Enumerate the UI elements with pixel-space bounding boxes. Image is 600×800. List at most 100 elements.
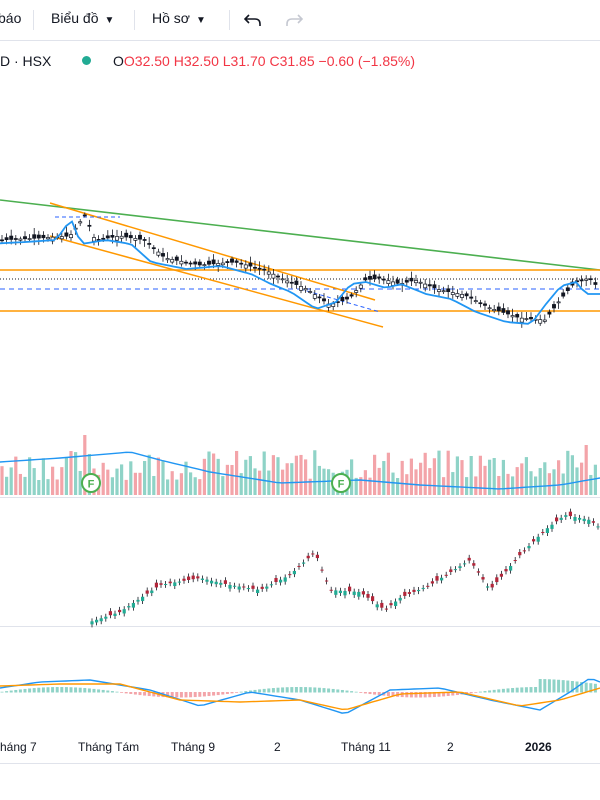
indicator-candle [403, 591, 407, 596]
price-candle [478, 302, 483, 305]
price-candle [197, 261, 202, 266]
macd-bar [561, 680, 565, 693]
dividend-marker[interactable]: F [81, 473, 101, 493]
toolbar-separator [134, 10, 135, 30]
price-candle [280, 278, 285, 281]
volume-bar [133, 472, 137, 495]
dividend-marker[interactable]: F [331, 473, 351, 493]
indicator-candle [168, 581, 172, 584]
volume-bar [506, 473, 510, 495]
indicator-candle [302, 562, 306, 564]
indicator-candle [527, 546, 531, 549]
price-candle [165, 258, 170, 261]
volume-bar [423, 452, 427, 495]
macd-bar [51, 687, 55, 693]
volume-bar [492, 458, 496, 495]
macd-bar [184, 692, 188, 698]
macd-bar [534, 687, 538, 693]
price-candle [289, 281, 294, 284]
price-candle [473, 300, 478, 302]
price-candle [395, 279, 400, 284]
macd-bar [524, 687, 528, 693]
indicator-candle [545, 528, 549, 533]
macd-bar [271, 688, 275, 693]
macd-bar [478, 691, 482, 693]
price-candle [4, 237, 9, 241]
price-candle [299, 286, 303, 291]
pane-divider[interactable] [0, 626, 600, 627]
volume-bar [428, 468, 432, 495]
macd-bar [331, 688, 335, 693]
indicator-candle [453, 569, 457, 571]
volume-bar [212, 453, 216, 495]
volume-bar [327, 469, 331, 495]
price-candle [372, 274, 377, 280]
macd-bar [253, 689, 257, 693]
volume-bar [253, 468, 257, 495]
indicator-candle [122, 609, 126, 614]
pane-divider[interactable] [0, 497, 600, 498]
macd-bar [492, 689, 496, 693]
macd-bar [340, 689, 344, 693]
volume-bar [437, 450, 441, 495]
indicator-candle [141, 596, 145, 602]
indicator-candle [467, 557, 471, 561]
indicator-candle [223, 580, 227, 584]
volume-bar [120, 464, 124, 495]
high-value: H32.50 [173, 53, 219, 69]
indicator-candle [361, 591, 365, 595]
indicator-candle [449, 569, 453, 572]
toolbar-separator [229, 10, 230, 30]
indicator-candle [214, 581, 218, 585]
macd-bar [230, 692, 234, 694]
macd-bar [547, 679, 551, 693]
price-candle [220, 262, 225, 266]
macd-bar [120, 692, 124, 693]
undo-icon[interactable] [244, 12, 262, 28]
price-candle [115, 236, 119, 241]
indicator-candle [504, 569, 508, 572]
profile-menu-button[interactable]: Hồ sơ ▼ [152, 10, 206, 26]
macd-bar [166, 692, 170, 698]
price-candle [322, 298, 326, 302]
marker-label: F [88, 479, 95, 491]
macd-bar [515, 687, 519, 693]
volume-bar [156, 457, 160, 495]
volume-bar [230, 465, 234, 495]
macd-bar [267, 688, 271, 693]
moving-average-line [0, 220, 600, 325]
channel-lower-line[interactable] [49, 235, 384, 328]
macd-bar [511, 688, 515, 693]
price-candle [519, 317, 524, 323]
volume-bar [221, 476, 225, 495]
indicator-candle [541, 531, 545, 533]
volume-bar [400, 460, 404, 495]
volume-bar [474, 476, 478, 495]
price-candle [36, 234, 41, 239]
channel-upper-line[interactable] [49, 202, 376, 301]
volume-bar [276, 457, 280, 495]
volume-bar [589, 474, 593, 495]
price-candle [262, 268, 267, 271]
macd-bar [529, 687, 533, 693]
low-value: L31.70 [222, 53, 266, 69]
macd-bar [570, 680, 574, 693]
price-candle [414, 280, 418, 284]
price-candle [0, 239, 4, 242]
time-axis-label: Tháng 11 [341, 740, 391, 754]
volume-bar [193, 477, 197, 495]
price-candle [124, 232, 129, 238]
indicator-candle [596, 526, 600, 528]
chart-menu-button[interactable]: Biểu đồ ▼ [51, 10, 114, 26]
indicator-candle [113, 613, 117, 616]
volume-bar [483, 465, 487, 495]
volume-bar [106, 469, 110, 495]
volume-bar [396, 478, 400, 495]
price-candle [87, 224, 92, 227]
report-menu-fragment[interactable]: báo [0, 10, 22, 26]
green-trend-line[interactable] [0, 199, 600, 271]
symbol-label[interactable]: D · HSX [0, 53, 52, 69]
indicator-candle [274, 577, 278, 582]
volume-bar [290, 463, 294, 495]
